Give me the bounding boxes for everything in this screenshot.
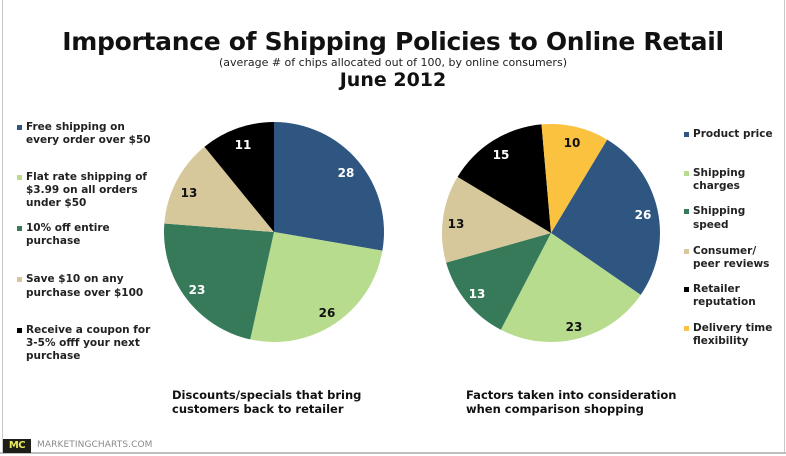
legend-label: $3.99 on all orders [26,184,138,196]
legend-label: Shipping [693,167,746,179]
slice-label: 13 [469,287,486,301]
frame-border-right [784,0,785,452]
legend-label: peer reviews [693,258,770,270]
legend-swatch-light-green [17,175,22,180]
right-pie [442,123,660,342]
caption-line: when comparison shopping [466,402,644,416]
frame-border-bottom [0,452,786,454]
legend-label: Delivery time [693,322,773,334]
legend-swatch-blue [684,132,689,137]
legend-label: purchase [26,350,81,362]
slice-label: 23 [189,283,206,297]
chart-title: Importance of Shipping Policies to Onlin… [62,27,724,56]
left-chart-caption: Discounts/specials that bring customers … [172,388,361,416]
pie-slice [500,233,641,342]
legend-swatch-light-green [684,171,689,176]
source-credit: MARKETINGCHARTS.COM [37,440,153,450]
legend-label: Flat rate shipping of [26,171,147,183]
legend-label: purchase over $100 [26,287,144,299]
pie-slice [250,232,383,342]
legend-swatch-black [684,287,689,292]
slice-label: 10 [564,136,581,150]
caption-line: Factors taken into consideration [466,388,677,402]
pie-slice [541,123,608,233]
legend-label: every order over $50 [26,134,151,146]
frame-border-left [2,0,3,452]
legend-swatch-tan [17,277,22,282]
pie-slice [551,139,660,295]
legend-swatch-dark-green [684,209,689,214]
legend-label: Consumer/ [693,245,757,257]
legend-label: under $50 [26,197,87,209]
legend-label: Shipping [693,205,746,217]
legend-label: speed [693,219,729,231]
slice-label: 26 [319,306,336,320]
chart-date: June 2012 [339,69,447,91]
slice-label: 28 [338,166,355,180]
legend-label: charges [693,180,740,192]
legend-label: purchase [26,235,81,247]
pie-slice [274,122,384,251]
slice-label: 26 [635,208,652,222]
pie-slice [457,124,551,233]
legend-label: Receive a coupon for [26,324,151,336]
legend-label: flexibility [693,335,749,347]
slice-label: 13 [448,217,465,231]
pie-slice [442,176,551,263]
legend-swatch-yellow [684,326,689,331]
slice-label: 23 [566,320,583,334]
legend-swatch-blue [17,125,22,130]
slice-label: 11 [235,138,252,152]
legend-swatch-tan [684,249,689,254]
pie-slice [446,233,551,330]
legend-label: 3-5% offf your next [26,337,140,349]
legend-label: Free shipping on [26,121,125,133]
legend-label: Retailer [693,283,740,295]
legend-label: Save $10 on any [26,273,124,285]
legend-label: 10% off entire [26,222,110,234]
pie-slice [163,223,274,340]
chart-subtitle: (average # of chips allocated out of 100… [219,56,567,69]
pie-slice [204,122,274,232]
left-pie [163,122,384,342]
caption-line: Discounts/specials that bring [172,388,362,402]
slice-label: 15 [493,148,510,162]
right-chart-caption: Factors taken into consideration when co… [466,388,676,416]
marketingcharts-logo: MC [3,439,31,453]
pie-slice [164,146,274,232]
legend-label: Product price [693,128,773,140]
legend-label: reputation [693,296,756,308]
legend-swatch-black [17,328,22,333]
caption-line: customers back to retailer [172,402,344,416]
legend-swatch-dark-green [17,226,22,231]
slice-label: 13 [181,186,198,200]
